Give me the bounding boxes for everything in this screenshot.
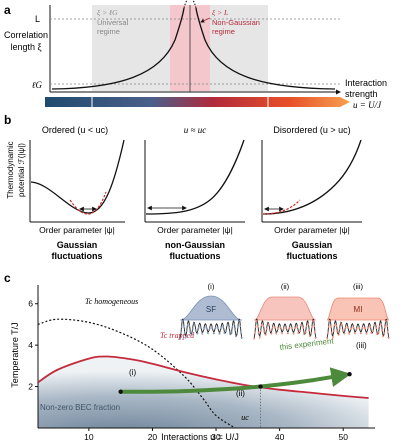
tc-homogeneous-label: Tc homogeneous [85,297,138,306]
plot-ordered-gaussian-fit [69,191,107,215]
panel-c-label: c [4,271,11,285]
plot-disordered-caption-2: fluctuations [287,251,338,261]
non-gaussian-condition: ξ > L [212,8,228,17]
panel-a-xlabel-1: Interaction [345,78,387,88]
non-gaussian-label-2: regime [212,27,235,36]
panel-c-ticks: 10 20 30 40 50 2 4 6 [28,299,348,442]
inset-critical-lattice [253,318,317,339]
potential-plot-critical: u ≈ uc Order parameter |ψ| non-Gaussian … [144,125,245,261]
correlation-curve-right [195,7,336,90]
plot-disordered-title: Disordered (u > uc) [273,125,350,135]
universal-label-2: regime [97,27,120,36]
inset-critical-occupation [253,319,317,340]
plot-ordered-caption-2: fluctuations [52,251,103,261]
inset-mott-number: (iii) [353,282,363,291]
correlation-curve-left [51,7,185,90]
tc-trapped-curve [37,355,369,399]
bec-fraction-label: Non-zero BEC fraction [40,403,120,412]
inset-superfluid-density [179,295,243,321]
x-tick-label-40: 40 [275,432,285,442]
inset-critical: (ii) [253,282,317,340]
panel-c: c 10 20 30 40 50 2 4 6 (i) (ii) (iii) Tc homoge… [4,271,390,442]
plot-disordered-caption-1: Gaussian [292,240,333,250]
tc-homogeneous-curve [37,318,236,429]
y-tick-label-4: 4 [28,340,33,350]
plot-critical-caption-1: non-Gaussian [165,240,225,250]
marker-ii-dot [258,384,263,389]
x-tick-label-30: 30 [211,432,221,442]
inset-superfluid-number: (i) [208,282,215,291]
inset-mott-density [326,297,390,321]
marker-i-dot [118,389,123,394]
panel-a-ylabel-1: Correlation [4,30,48,40]
inset-superfluid-occupation [179,319,243,340]
panel-c-axes [37,285,375,429]
y-tick-label-2: 2 [28,382,33,392]
panel-a-ylabel-2: length ξ [10,42,41,52]
panel-a-xlabel-2: strength [345,89,378,99]
x-tick-label-50: 50 [338,432,348,442]
non-gaussian-pointer [200,17,211,23]
marker-iii-dot [347,371,352,377]
tc-trapped-label: Tc trapped [160,331,195,340]
potential-plot-ordered: Ordered (u < uc) Order parameter |ψ| Gau… [29,125,125,261]
plot-critical-xlabel: Order parameter |ψ| [157,225,233,235]
plot-critical-curve [145,139,245,215]
marker-i-label: (i) [129,368,136,377]
inset-mott-occupation [326,319,390,340]
panel-b-ylabel-2: potential ℱ(|ψ|) [17,143,26,197]
inset-critical-number: (ii) [281,282,290,291]
panel-b-label: b [4,113,11,127]
plot-disordered-xlabel: Order parameter |ψ| [274,225,350,235]
plot-ordered-curve [30,139,125,214]
x-tick-label-20: 20 [148,432,158,442]
x-tick-label-10: 10 [84,432,94,442]
uc-label: uc [241,413,249,422]
universal-label-1: Universal [97,18,129,27]
panel-a-xlabel-3: u = U/J [353,100,382,110]
inset-mott-tag: MI [354,305,363,314]
non-gaussian-label-1: Non-Gaussian [212,18,260,27]
panel-a-label: a [4,3,11,17]
experiment-label: this experiment [279,336,335,352]
plot-disordered-curve [262,139,362,215]
tick-L: L [35,14,40,24]
plot-ordered-title: Ordered (u < uc) [42,125,108,135]
tick-lG: ℓG [32,80,43,90]
panel-b: b Thermodynamic potential ℱ(|ψ|) Ordered… [4,113,362,261]
universal-condition: ξ > ℓG [97,8,118,17]
inset-critical-density [253,296,317,321]
plot-critical-title: u ≈ uc [184,125,206,135]
interaction-gradient-bar [45,97,350,107]
correlation-curve-divergence-left [183,0,188,9]
plot-ordered-xlabel: Order parameter |ψ| [39,225,115,235]
panel-a: a L ℓG Correlation length ξ ξ > ℓG Unive… [4,0,387,110]
correlation-curve-divergence-right [192,0,197,9]
panel-c-xlabel: Interactions u = U/J [161,432,239,442]
y-tick-label-6: 6 [28,299,33,309]
plot-ordered-caption-1: Gaussian [57,240,98,250]
inset-superfluid-tag: SF [206,305,216,314]
panel-b-ylabel-1: Thermodynamic [6,141,15,198]
inset-mott-lattice [326,318,390,339]
potential-plot-disordered: Disordered (u > uc) Order parameter |ψ| … [261,125,362,261]
panel-c-ylabel: Temperature T/J [10,322,20,387]
inset-mott: (iii) MI [326,282,390,340]
marker-ii-label: (ii) [236,389,245,398]
inset-superfluid: (i) SF [179,282,243,340]
plot-critical-caption-2: fluctuations [170,251,221,261]
marker-iii-label: (iii) [356,341,367,350]
experiment-arrow [118,367,352,394]
